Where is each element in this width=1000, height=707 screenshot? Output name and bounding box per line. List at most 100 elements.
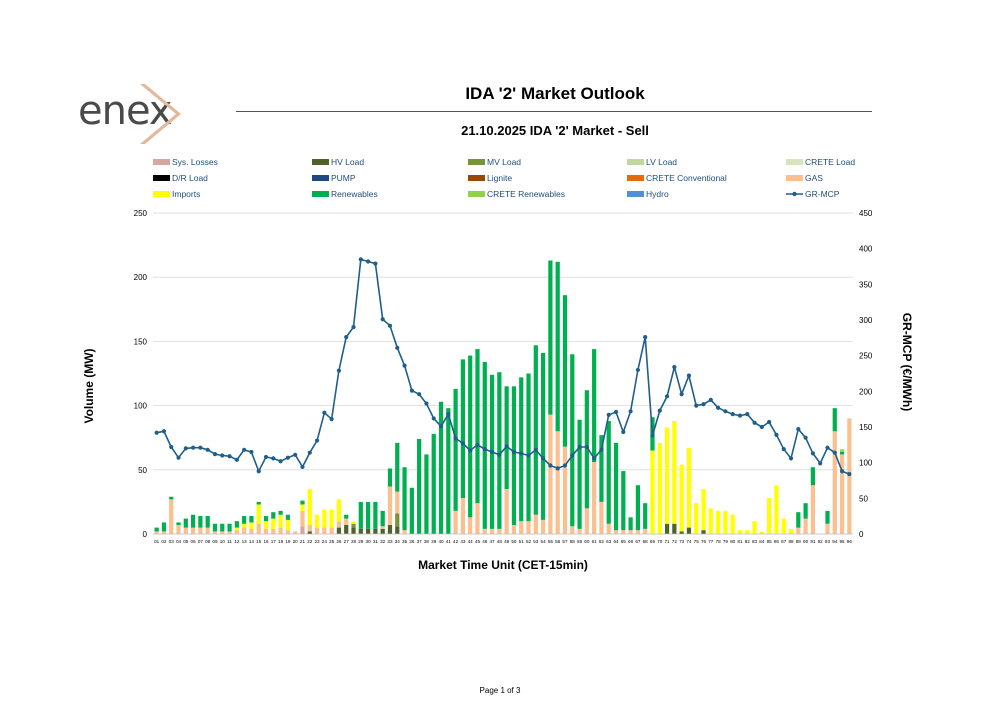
- x-tick-label: 42: [453, 539, 459, 544]
- x-tick-label: 43: [460, 539, 466, 544]
- x-tick-label: 16: [263, 539, 269, 544]
- x-tick-label: 60: [584, 539, 590, 544]
- bar-segment: [285, 514, 291, 520]
- bar-segment: [176, 522, 181, 526]
- legend-label: CRETE Conventional: [646, 173, 727, 183]
- x-tick-label: 52: [526, 539, 532, 544]
- gr-mcp-point: [548, 463, 553, 468]
- gr-mcp-point: [672, 364, 677, 370]
- gr-mcp-point: [788, 456, 794, 461]
- gr-mcp-point: [256, 469, 261, 474]
- bar-segment: [402, 530, 407, 534]
- bar-segment: [190, 527, 196, 534]
- bar-segment: [504, 386, 509, 490]
- x-tick-label: 19: [285, 539, 291, 544]
- bar-segment: [686, 527, 692, 534]
- bar-segment: [344, 514, 349, 519]
- x-axis-label: Market Time Unit (CET-15min): [418, 558, 588, 572]
- legend-swatch: [786, 175, 803, 181]
- legend-swatch: [312, 175, 329, 181]
- gr-mcp-point: [278, 459, 283, 464]
- gr-mcp-point: [263, 454, 269, 460]
- bar-segment: [577, 419, 582, 529]
- y2-tick-label: 200: [859, 387, 873, 396]
- gr-mcp-point: [475, 442, 480, 447]
- x-tick-label: 91: [810, 539, 816, 544]
- gr-mcp-point: [541, 456, 546, 461]
- bar-segment: [526, 373, 531, 522]
- bar-segment: [395, 513, 400, 527]
- bar-segment: [380, 510, 385, 527]
- bar-segment: [234, 521, 239, 528]
- gr-mcp-point: [387, 323, 393, 328]
- gr-mcp-point: [504, 444, 509, 449]
- bar-segment: [555, 431, 560, 534]
- x-tick-label: 62: [599, 539, 605, 544]
- gr-mcp-point: [759, 424, 764, 430]
- bar-segment: [300, 500, 305, 505]
- x-tick-label: 92: [818, 539, 824, 544]
- x-tick-label: 24: [322, 539, 328, 544]
- bar-segment: [657, 442, 662, 534]
- bar-segment: [796, 527, 801, 534]
- bar-segment: [387, 468, 393, 487]
- gr-mcp-point: [818, 461, 823, 466]
- bar-segment: [767, 498, 772, 534]
- x-tick-label: 82: [745, 539, 751, 544]
- x-tick-label: 80: [730, 539, 736, 544]
- bar-segment: [256, 501, 261, 505]
- y2-tick-label: 400: [859, 245, 873, 254]
- gr-mcp-point: [307, 450, 312, 455]
- bar-segment: [446, 408, 451, 534]
- gr-mcp-point: [577, 444, 582, 450]
- bar-segment: [402, 467, 407, 531]
- y2-tick-label: 300: [859, 316, 873, 325]
- bar-segment: [599, 435, 604, 502]
- gr-mcp-point: [737, 413, 743, 418]
- y-tick-label: 200: [134, 273, 148, 282]
- x-tick-label: 73: [679, 539, 685, 544]
- bar-segment: [249, 522, 254, 529]
- gr-mcp-point: [701, 402, 706, 407]
- bar-segment: [344, 525, 349, 534]
- legend-item: PUMP: [312, 173, 356, 183]
- bar-segment: [183, 518, 188, 528]
- bar-segment: [628, 517, 633, 531]
- bar-segment: [183, 527, 188, 534]
- x-tick-label: 50: [511, 539, 517, 544]
- bar-segment: [395, 442, 400, 492]
- bar-segment: [300, 526, 305, 534]
- y2-tick-label: 50: [859, 494, 868, 503]
- bar-segment: [788, 528, 794, 534]
- bar-segment: [613, 442, 619, 531]
- bar-segment: [220, 523, 225, 532]
- bar-segment: [453, 388, 458, 511]
- x-tick-label: 05: [183, 539, 189, 544]
- chart-axes: 0501001502002500501001502002503003504004…: [134, 209, 873, 544]
- x-tick-label: 10: [220, 539, 226, 544]
- legend-item: Renewables: [312, 189, 378, 199]
- legend-swatch-marker: [792, 191, 797, 197]
- x-tick-label: 40: [438, 539, 444, 544]
- gr-mcp-point: [438, 424, 444, 429]
- bar-segment: [606, 421, 611, 524]
- legend-swatch: [468, 191, 485, 197]
- bar-segment: [256, 523, 261, 534]
- bar-segment: [242, 527, 247, 534]
- bar-segment: [395, 526, 400, 534]
- bar-segment: [387, 525, 393, 534]
- bar-segment: [511, 525, 517, 534]
- gr-mcp-point: [271, 456, 276, 461]
- x-tick-label: 31: [373, 539, 379, 544]
- bar-segment: [796, 512, 801, 528]
- x-tick-label: 81: [737, 539, 743, 544]
- x-tick-label: 49: [504, 539, 510, 544]
- gr-mcp-point: [446, 412, 451, 417]
- legend-item: Imports: [153, 189, 200, 199]
- gr-mcp-point: [825, 445, 830, 450]
- bar-segment: [307, 531, 312, 534]
- x-tick-label: 09: [212, 539, 218, 544]
- gr-mcp-point: [592, 456, 597, 461]
- bar-segment: [249, 528, 254, 534]
- gr-mcp-point: [351, 325, 356, 330]
